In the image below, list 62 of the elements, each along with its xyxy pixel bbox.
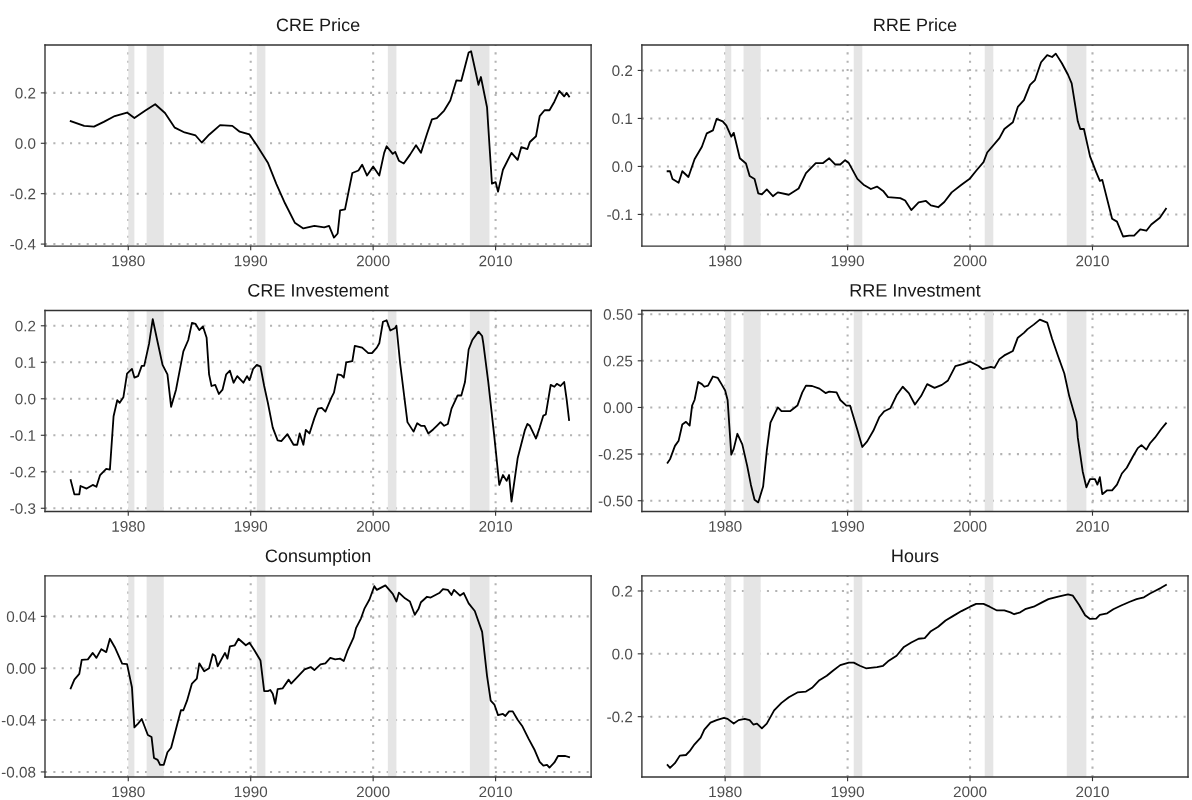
y-tick-label: 0.0	[15, 138, 36, 149]
x-tick-label: 1990	[831, 520, 864, 532]
chart-title: RRE Investment	[850, 284, 981, 297]
x-tick-label: 1980	[112, 255, 145, 267]
x-tick-label: 2010	[479, 786, 512, 798]
x-tick-label: 2010	[1076, 786, 1109, 798]
x-tick-label: 2000	[356, 255, 390, 267]
x-tick-label: 2000	[953, 255, 987, 267]
y-tick-label: 0.50	[603, 309, 633, 320]
y-tick-label: 0.04	[6, 611, 36, 623]
line-series	[666, 318, 1167, 504]
x-tick-label: 2010	[479, 255, 512, 267]
y-tick-label: -0.2	[10, 188, 36, 200]
y-tick-label: -0.2	[607, 711, 633, 723]
x-tick-label: 2000	[356, 520, 390, 532]
chart-title: CRE Price	[276, 18, 360, 32]
y-tick-label: -0.4	[10, 238, 36, 250]
y-tick-label: -0.08	[1, 766, 36, 778]
x-tick-label: 1990	[831, 255, 864, 267]
x-tick-label: 2000	[953, 786, 987, 798]
y-tick-label: -0.3	[10, 503, 36, 514]
y-tick-label: 0.00	[603, 402, 633, 414]
x-tick-label: 1980	[709, 520, 742, 532]
y-tick-label: 0.0	[612, 161, 633, 173]
x-tick-label: 1980	[709, 786, 742, 798]
y-tick-label: 0.0	[612, 648, 633, 660]
x-tick-label: 1990	[831, 786, 864, 798]
y-tick-label: 0.25	[603, 355, 633, 367]
line-series	[69, 584, 570, 769]
y-tick-label: -0.1	[607, 209, 633, 221]
y-tick-label: -0.25	[598, 448, 633, 460]
x-tick-label: 2010	[1076, 520, 1109, 532]
y-tick-label: 0.1	[15, 357, 36, 368]
x-tick-label: 1990	[234, 255, 268, 267]
y-tick-label: -0.2	[10, 466, 36, 478]
y-tick-label: 0.00	[6, 663, 36, 674]
y-tick-label: -0.1	[10, 430, 36, 441]
y-tick-label: -0.04	[1, 714, 36, 726]
chart-title: Hours	[892, 549, 939, 563]
y-tick-label: 0.2	[612, 585, 633, 597]
x-tick-label: 1990	[234, 520, 268, 532]
chart-title: CRE Investement	[248, 283, 389, 297]
x-tick-label: 2000	[356, 786, 390, 798]
x-tick-label: 1980	[112, 786, 145, 798]
x-tick-label: 2010	[479, 520, 512, 532]
line-series	[69, 318, 570, 503]
x-tick-label: 2010	[1076, 255, 1109, 267]
x-tick-label: 2000	[953, 520, 987, 532]
y-tick-label: 0.2	[15, 87, 36, 99]
chart-title: Consumption	[265, 548, 371, 566]
y-tick-label: 0.1	[612, 113, 633, 125]
x-tick-label: 1980	[112, 520, 145, 532]
line-series	[666, 52, 1167, 238]
x-tick-label: 1990	[234, 786, 268, 798]
x-tick-label: 1980	[709, 255, 742, 267]
y-tick-label: 0.0	[15, 393, 36, 405]
line-series	[666, 584, 1167, 769]
chart-title: RRE Price	[874, 18, 957, 32]
line-series	[69, 50, 570, 239]
y-tick-label: 0.2	[612, 65, 633, 77]
y-tick-label: 0.2	[15, 320, 36, 332]
y-tick-label: -0.50	[598, 495, 633, 507]
